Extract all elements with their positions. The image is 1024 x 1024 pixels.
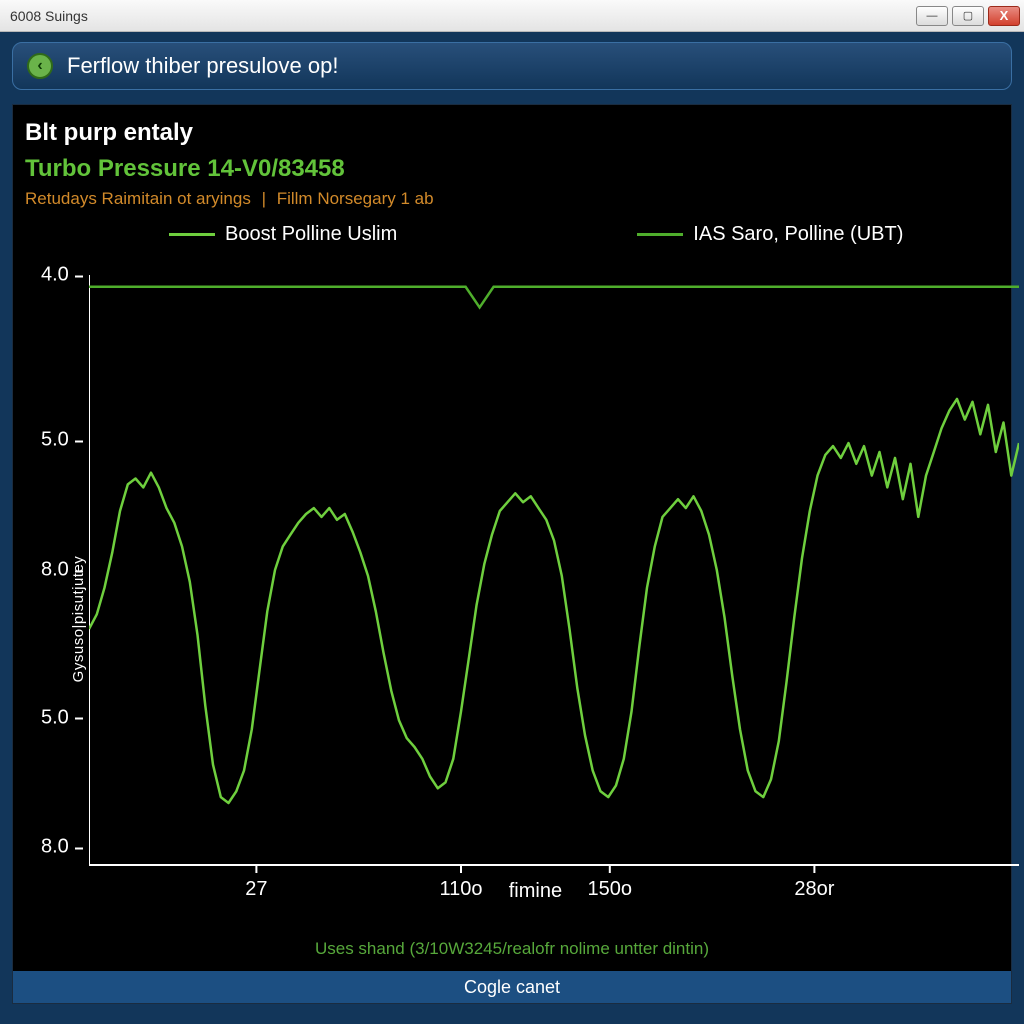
y-tick: 5.0	[41, 429, 69, 452]
legend-item-1: IAS Saro, Polline (UBT)	[637, 223, 903, 246]
series-main-line	[89, 399, 1019, 803]
y-tick: 8.0	[41, 559, 69, 582]
legend-item-0: Boost Polline Uslim	[169, 223, 397, 246]
page-title: Blt purp entaly	[19, 119, 1005, 147]
x-tick: 110o	[439, 878, 482, 900]
page-subtext: Retudays Raimitain ot aryings | Fillm No…	[19, 189, 1005, 209]
series-top-line	[89, 287, 1019, 308]
x-tick: 28or	[794, 878, 834, 900]
y-tick: 8.0	[41, 836, 69, 859]
app-body: ‹ Ferflow thiber presulove op! Blt purp …	[0, 32, 1024, 1024]
chart-svg: 27 110o 150o 28or fimine	[89, 275, 1019, 915]
chart-legend: Boost Polline Uslim IAS Saro, Polline (U…	[19, 223, 1005, 246]
close-button[interactable]: X	[988, 6, 1020, 26]
maximize-button[interactable]: ▢	[952, 6, 984, 26]
status-banner: ‹ Ferflow thiber presulove op!	[12, 42, 1012, 90]
x-axis-label: fimine	[509, 880, 562, 902]
bottom-bar-label: Cogle canet	[464, 977, 560, 998]
window-title: 6008 Suings	[10, 8, 88, 24]
banner-text: Ferflow thiber presulove op!	[67, 53, 338, 79]
legend-label-0: Boost Polline Uslim	[225, 223, 397, 246]
window-controls: — ▢ X	[916, 6, 1020, 26]
footer-text: Uses shand (3/10W3245/realofr nolime unt…	[13, 939, 1011, 959]
content-panel: Blt purp entaly Turbo Pressure 14-V0/834…	[12, 104, 1012, 1004]
x-tick: 150o	[588, 878, 633, 900]
window-titlebar: 6008 Suings — ▢ X	[0, 0, 1024, 32]
y-tick: 4.0	[41, 264, 69, 287]
chart-area: Gysuso|pisutjutey 4.05.08.05.08.027110o1…	[19, 275, 1005, 963]
page-subtitle: Turbo Pressure 14-V0/83458	[19, 155, 1005, 183]
legend-swatch-0	[169, 233, 215, 236]
bottom-bar[interactable]: Cogle canet	[13, 971, 1011, 1003]
legend-label-1: IAS Saro, Polline (UBT)	[693, 223, 903, 246]
y-axis-label: Gysuso|pisutjutey	[70, 556, 87, 683]
legend-swatch-1	[637, 233, 683, 236]
minimize-button[interactable]: —	[916, 6, 948, 26]
check-icon: ‹	[27, 53, 53, 79]
y-tick: 5.0	[41, 706, 69, 729]
x-tick: 27	[245, 878, 267, 900]
